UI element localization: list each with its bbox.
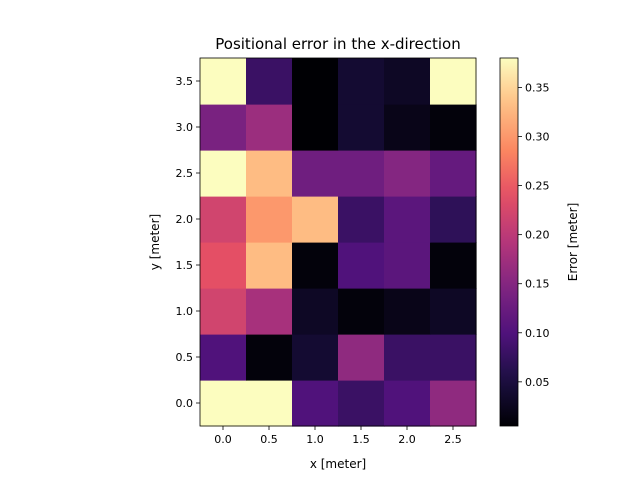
y-tick-label: 0.0 — [176, 397, 194, 410]
heatmap-cell — [246, 242, 293, 289]
heatmap-cell — [246, 104, 293, 151]
colorbar-tick-label: 0.25 — [525, 180, 550, 193]
colorbar-label: Error [meter] — [566, 203, 580, 282]
heatmap-cell — [200, 196, 247, 243]
heatmap-cell — [292, 196, 339, 243]
plot-frame — [199, 57, 477, 427]
y-tick-label: 3.0 — [176, 121, 194, 134]
heatmap-cell — [430, 150, 477, 197]
colorbar-tick-label: 0.15 — [525, 278, 550, 291]
x-tick-label: 1.5 — [352, 433, 370, 446]
x-tick-label: 0.5 — [260, 433, 278, 446]
colorbar-ticks: 0.05 0.10 0.15 0.20 0.25 0.30 0.35 — [518, 81, 550, 389]
heatmap-cell — [338, 288, 385, 335]
heatmap-cell — [292, 104, 339, 151]
heatmap-cell — [384, 288, 431, 335]
chart-title: Positional error in the x-direction — [215, 35, 460, 53]
heatmap-cell — [430, 334, 477, 381]
heatmap-cell — [292, 288, 339, 335]
heatmap-cell — [292, 150, 339, 197]
x-tick-label: 0.0 — [214, 433, 232, 446]
x-axis-ticks: 0.0 0.5 1.0 1.5 2.0 2.5 — [214, 426, 462, 446]
y-axis-label: y [meter] — [148, 214, 162, 270]
y-tick-label: 3.5 — [176, 75, 194, 88]
heatmap-cell — [430, 104, 477, 151]
heatmap-cells — [200, 58, 477, 427]
heatmap-cell — [246, 150, 293, 197]
colorbar — [499, 57, 519, 427]
colorbar-tick-label: 0.30 — [525, 131, 550, 144]
heatmap-cell — [200, 380, 247, 427]
y-tick-label: 1.0 — [176, 305, 194, 318]
heatmap-cell — [384, 104, 431, 151]
x-tick-label: 2.5 — [444, 433, 462, 446]
heatmap-cell — [200, 288, 247, 335]
heatmap-cell — [338, 242, 385, 289]
x-tick-label: 1.0 — [306, 433, 324, 446]
heatmap-cell — [200, 58, 247, 105]
heatmap-cell — [246, 380, 293, 427]
heatmap-cell — [246, 334, 293, 381]
heatmap-cell — [338, 334, 385, 381]
heatmap-cell — [292, 380, 339, 427]
heatmap-cell — [200, 150, 247, 197]
heatmap-cell — [430, 380, 477, 427]
heatmap-cell — [338, 58, 385, 105]
colorbar-tick-label: 0.05 — [525, 376, 550, 389]
heatmap-cell — [384, 58, 431, 105]
heatmap-cell — [338, 150, 385, 197]
y-tick-label: 0.5 — [176, 351, 194, 364]
colorbar-tick-label: 0.35 — [525, 81, 550, 94]
heatmap-cell — [338, 104, 385, 151]
heatmap-cell — [338, 380, 385, 427]
heatmap-cell — [430, 196, 477, 243]
heatmap-cell — [200, 242, 247, 289]
heatmap-cell — [246, 58, 293, 105]
heatmap-cell — [430, 58, 477, 105]
heatmap-cell — [200, 334, 247, 381]
y-tick-label: 1.5 — [176, 259, 194, 272]
heatmap-cell — [246, 288, 293, 335]
x-tick-label: 2.0 — [398, 433, 416, 446]
heatmap-cell — [430, 288, 477, 335]
colorbar-tick-label: 0.20 — [525, 229, 550, 242]
x-axis-label: x [meter] — [310, 457, 366, 471]
heatmap-cell — [292, 242, 339, 289]
heatmap-cell — [384, 242, 431, 289]
heatmap-cell — [384, 380, 431, 427]
y-tick-label: 2.0 — [176, 213, 194, 226]
y-axis-ticks: 0.0 0.5 1.0 1.5 2.0 2.5 3.0 3.5 — [176, 75, 200, 410]
y-tick-label: 2.5 — [176, 167, 194, 180]
heatmap-cell — [430, 242, 477, 289]
colorbar-tick-label: 0.10 — [525, 327, 550, 340]
heatmap-cell — [292, 58, 339, 105]
heatmap-cell — [338, 196, 385, 243]
heatmap-cell — [292, 334, 339, 381]
heatmap-cell — [384, 334, 431, 381]
heatmap-cell — [384, 150, 431, 197]
heatmap-cell — [246, 196, 293, 243]
heatmap-cell — [200, 104, 247, 151]
heatmap-cell — [384, 196, 431, 243]
